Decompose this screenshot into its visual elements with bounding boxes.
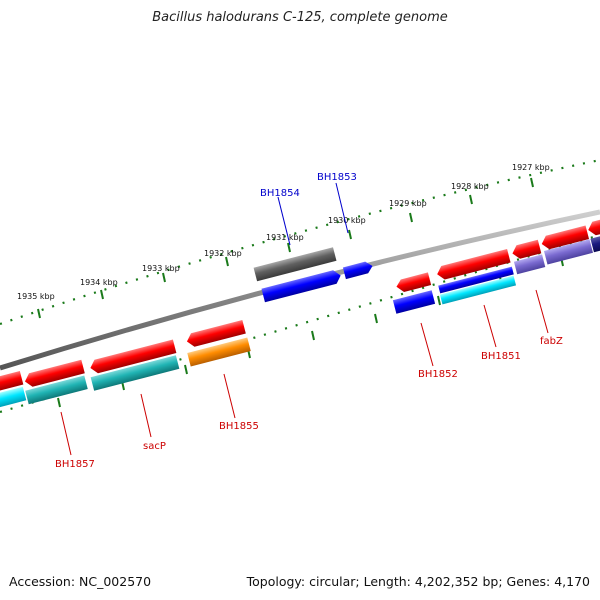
gene-label-bh1854[interactable]: BH1854	[260, 188, 300, 199]
scale-label: 1927 kbp	[512, 163, 550, 172]
gene-label-bh1851[interactable]: BH1851	[481, 351, 521, 362]
scale-ring-outer	[0, 158, 600, 326]
feature-purple-1[interactable]	[513, 254, 546, 275]
scale-label: 1929 kbp	[389, 199, 427, 208]
feature-bh1854-blue[interactable]	[261, 269, 342, 303]
feature-sacp-red[interactable]	[89, 339, 177, 374]
scale-label: 1930 kbp	[328, 216, 366, 225]
feature-navy-edge[interactable]	[590, 235, 600, 253]
gene-label-bh1857[interactable]: BH1857	[55, 459, 95, 470]
scale-label: 1931 kbp	[266, 233, 304, 242]
feature-bh1851-red[interactable]	[435, 248, 511, 281]
gene-label-fabz[interactable]: fabZ	[540, 336, 563, 347]
genome-summary-text: Topology: circular; Length: 4,202,352 bp…	[246, 574, 590, 589]
major-ticks	[37, 177, 564, 408]
scale-label: 1932 kbp	[204, 249, 242, 258]
feature-fabz-red[interactable]	[511, 239, 542, 261]
feature-bh1857-red[interactable]	[23, 359, 85, 389]
map-title: Bacillus halodurans C-125, complete geno…	[152, 10, 448, 25]
scale-label: 1933 kbp	[142, 264, 180, 273]
feature-bh1851-cyan[interactable]	[439, 275, 517, 305]
feature-bh1854-gray[interactable]	[253, 247, 337, 282]
feature-red-edge[interactable]	[587, 219, 600, 237]
scale-label: 1934 kbp	[80, 278, 118, 287]
label-leaders	[60, 182, 549, 456]
feature-purple-2[interactable]	[543, 239, 593, 265]
feature-red-left-edge[interactable]	[0, 370, 24, 392]
feature-cyan-left-edge[interactable]	[0, 386, 27, 408]
feature-red-right[interactable]	[540, 225, 590, 250]
feature-bh1852-blue[interactable]	[392, 290, 436, 314]
feature-bh1853-blue[interactable]	[342, 260, 374, 280]
scale-label: 1935 kbp	[17, 292, 55, 301]
gene-label-bh1855[interactable]: BH1855	[219, 421, 259, 432]
feature-bh1857-cyan[interactable]	[25, 375, 88, 405]
gene-label-bh1852[interactable]: BH1852	[418, 369, 458, 380]
accession-text: Accession: NC_002570	[9, 574, 152, 589]
feature-bh1852-red[interactable]	[395, 272, 432, 293]
gene-label-bh1853[interactable]: BH1853	[317, 172, 357, 183]
feature-bh1855-orange[interactable]	[187, 337, 251, 367]
feature-bh1855-red[interactable]	[185, 319, 246, 348]
feature-bh1851-blue[interactable]	[438, 266, 514, 294]
scale-label: 1928 kbp	[451, 182, 489, 191]
gene-label-sacp[interactable]: sacP	[143, 441, 166, 452]
feature-sacp-teal[interactable]	[90, 355, 180, 391]
